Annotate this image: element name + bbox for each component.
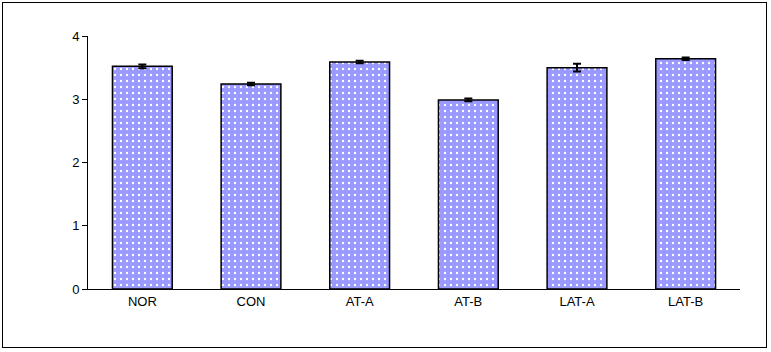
svg-text:1: 1 bbox=[72, 218, 79, 233]
svg-text:NOR: NOR bbox=[128, 294, 157, 309]
svg-text:0: 0 bbox=[72, 282, 79, 297]
svg-text:3: 3 bbox=[72, 92, 79, 107]
svg-text:4: 4 bbox=[72, 29, 79, 44]
svg-text:AT-A: AT-A bbox=[346, 294, 374, 309]
svg-text:LAT-A: LAT-A bbox=[559, 294, 594, 309]
svg-text:CON: CON bbox=[237, 294, 266, 309]
svg-text:LAT-B: LAT-B bbox=[668, 294, 703, 309]
svg-text:2: 2 bbox=[72, 155, 79, 170]
svg-text:AT-B: AT-B bbox=[454, 294, 482, 309]
